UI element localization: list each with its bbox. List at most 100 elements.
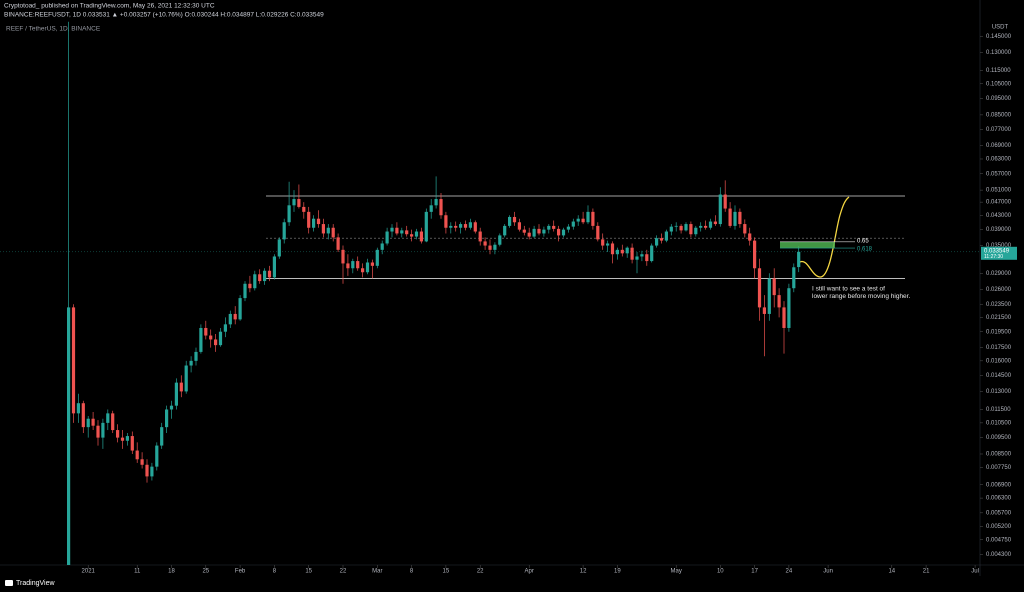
candle-body (782, 307, 786, 328)
candle-body (664, 231, 668, 241)
candle-body (91, 418, 95, 426)
candle-body (130, 436, 134, 451)
candle-body (571, 221, 575, 227)
candle-body (748, 233, 752, 241)
y-tick-label: 0.063000 (986, 157, 1012, 163)
candle-body (787, 288, 791, 328)
candle-body (792, 267, 796, 289)
y-tick-label: 0.008500 (986, 452, 1012, 458)
countdown-label: 11:27:30 (984, 254, 1003, 260)
candle-body (150, 466, 154, 477)
candle-body (704, 225, 708, 228)
candle-body (449, 225, 453, 228)
y-tick-label: 0.007750 (986, 465, 1012, 471)
y-tick-label: 0.035000 (986, 243, 1012, 249)
y-tick-label: 0.043000 (986, 213, 1012, 219)
candle-body (777, 295, 781, 308)
candle-body (655, 238, 659, 246)
candle-body (228, 313, 232, 325)
candle-body (365, 262, 370, 273)
candle-body (767, 278, 771, 314)
x-tick-label: Feb (235, 569, 246, 575)
candle-body (307, 211, 311, 228)
y-tick-label: 0.095000 (986, 96, 1012, 102)
candle-body (390, 227, 394, 232)
candle-body (331, 227, 335, 238)
candle-body (718, 194, 722, 225)
candle-body (713, 221, 717, 225)
candle-body (547, 225, 551, 230)
y-tick-label: 0.069000 (986, 143, 1012, 149)
y-tick-label: 0.085000 (986, 112, 1012, 118)
x-tick-label: 22 (477, 569, 484, 575)
candle-body (135, 450, 139, 460)
candle-body (463, 224, 468, 228)
candle-body (106, 413, 110, 423)
fib-zone (780, 241, 835, 249)
candle-body (459, 224, 463, 228)
candle-body (439, 199, 443, 216)
x-tick-label: 8 (273, 569, 277, 575)
candle-body (615, 249, 619, 255)
candle-body (488, 245, 492, 250)
candle-body (292, 199, 296, 206)
y-tick-label: 0.009500 (986, 435, 1012, 441)
y-tick-label: 0.029000 (986, 271, 1012, 277)
y-tick-label: 0.105000 (986, 81, 1012, 87)
candle-body (277, 239, 281, 257)
candle-body (272, 256, 276, 278)
candle-body (395, 227, 399, 234)
candle-body (586, 211, 590, 223)
candle-body (650, 245, 654, 262)
candle-body (733, 211, 737, 226)
candle-body (96, 425, 100, 438)
candle-body (757, 268, 762, 308)
candle-body (375, 249, 379, 266)
candle-body (71, 307, 76, 414)
candle-body (243, 283, 247, 299)
y-tick-label: 0.047000 (986, 200, 1012, 206)
x-tick-label: 15 (443, 569, 450, 575)
x-tick-label: 17 (751, 569, 758, 575)
logo-text: TradingView (16, 580, 55, 587)
candle-body (258, 274, 262, 282)
candle-body (738, 211, 742, 225)
candle-body (645, 254, 649, 262)
candle-body (454, 225, 458, 228)
candle-body (253, 274, 257, 289)
candle-body (542, 229, 546, 234)
candle-body (557, 228, 561, 236)
candle-body (189, 360, 193, 366)
y-tick-label: 0.013000 (986, 389, 1012, 395)
candle-body (708, 221, 713, 228)
x-tick-label: 18 (168, 569, 175, 575)
candle-body (424, 211, 428, 242)
y-tick-label: 0.057000 (986, 171, 1012, 177)
candle-body (537, 228, 541, 234)
candle-body (321, 224, 325, 234)
candle-body (326, 227, 330, 234)
candle-body (699, 225, 703, 228)
y-tick-label: 0.006300 (986, 496, 1012, 502)
y-tick-label: 0.130000 (986, 50, 1012, 56)
y-tick-label: 0.016000 (986, 358, 1012, 364)
candle-body (566, 226, 570, 230)
candle-body (679, 225, 683, 231)
candle-body (414, 231, 419, 237)
candle-body (385, 231, 389, 244)
last-price-box (981, 246, 1017, 260)
candle-body (517, 222, 521, 230)
candle-body (581, 218, 585, 223)
y-tick-label: 0.077000 (986, 127, 1012, 133)
candle-body (405, 230, 409, 235)
candle-body (380, 243, 384, 250)
candle-body (473, 222, 477, 232)
y-tick-label: 0.011500 (986, 407, 1011, 413)
candle-body (483, 241, 487, 246)
candle-body (630, 247, 634, 260)
x-tick-label: May (671, 569, 682, 575)
candle-body (762, 307, 766, 314)
candle-body (204, 327, 208, 336)
